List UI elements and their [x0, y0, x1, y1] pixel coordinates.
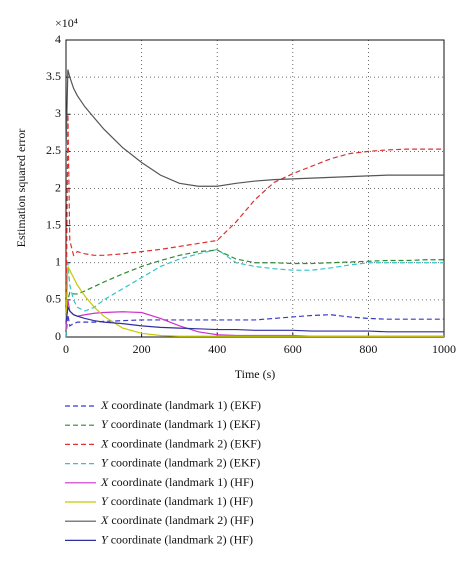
y-tick-label: 3: [55, 106, 61, 120]
y-tick-label: 4: [55, 32, 61, 46]
y-multiplier: ×10⁴: [55, 16, 78, 30]
y-tick-label: 1.5: [46, 217, 61, 231]
legend-label: Y coordinate (landmark 1) (EKF): [101, 417, 260, 431]
x-tick-label: 400: [208, 342, 226, 356]
series-line: [65, 266, 444, 337]
legend-label: X coordinate (landmark 1) (EKF): [100, 398, 261, 412]
y-tick-label: 2.5: [46, 143, 61, 157]
plot-frame: [65, 39, 445, 338]
series-line: [65, 114, 444, 338]
y-axis-label: Estimation squared error: [14, 129, 28, 248]
y-tick-label: 0.5: [46, 292, 61, 306]
legend-label: Y coordinate (landmark 2) (EKF): [101, 455, 260, 469]
y-tick-label: 1: [55, 255, 61, 269]
x-tick-label: 1000: [432, 342, 456, 356]
x-tick-label: 200: [133, 342, 151, 356]
series-line: [65, 314, 444, 338]
legend-label: Y coordinate (landmark 2) (HF): [101, 532, 253, 546]
x-tick-label: 800: [359, 342, 377, 356]
y-tick-label: 2: [55, 180, 61, 194]
legend-label: X coordinate (landmark 1) (HF): [100, 475, 254, 489]
legend-label: X coordinate (landmark 2) (EKF): [100, 436, 261, 450]
series-line: [65, 69, 444, 187]
y-tick-label: 3.5: [46, 69, 61, 83]
x-tick-label: 0: [63, 342, 69, 356]
x-axis-label: Time (s): [235, 367, 276, 381]
series-line: [65, 248, 444, 338]
series-line: [65, 305, 444, 333]
x-tick-label: 600: [284, 342, 302, 356]
legend-label: X coordinate (landmark 2) (HF): [100, 513, 254, 527]
legend-label: Y coordinate (landmark 1) (HF): [101, 494, 253, 508]
y-tick-label: 0: [55, 329, 61, 343]
